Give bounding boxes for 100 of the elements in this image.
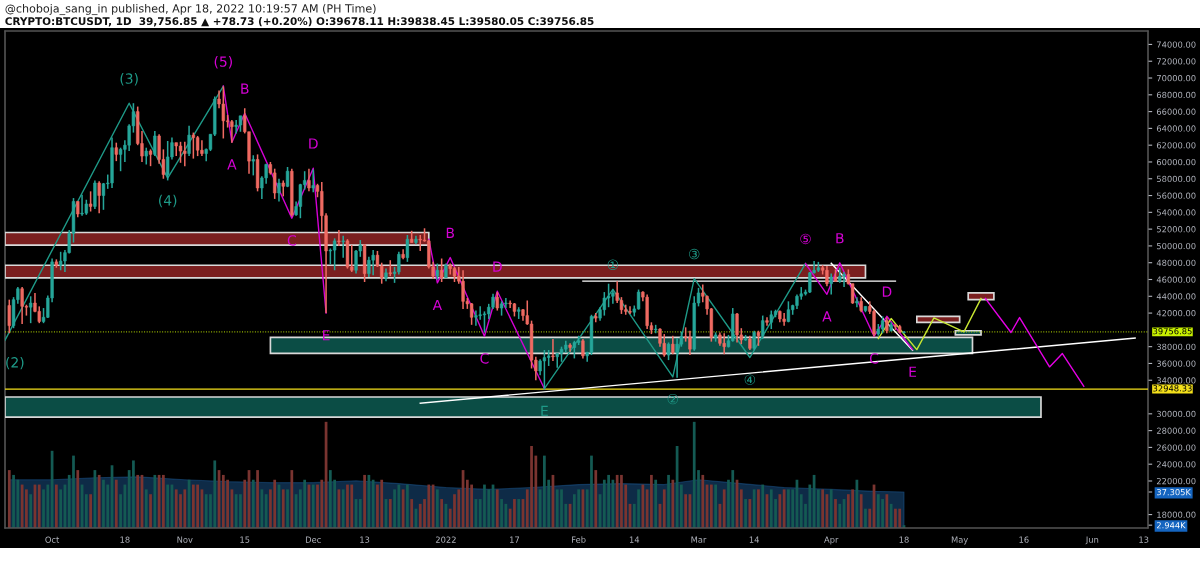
bar xyxy=(123,484,127,528)
bar xyxy=(620,474,623,528)
annotation: E xyxy=(541,405,548,416)
y-tick-label: 60000.00 xyxy=(1156,158,1196,166)
bar xyxy=(410,499,414,528)
bar xyxy=(838,503,842,528)
bar xyxy=(290,470,294,528)
line-series xyxy=(222,85,327,314)
bar xyxy=(106,484,110,528)
x-tick-label: 17 xyxy=(510,536,520,543)
candlestick xyxy=(93,179,97,210)
bar xyxy=(684,494,688,528)
bar xyxy=(513,499,516,528)
bar xyxy=(440,499,444,528)
bar xyxy=(817,489,820,528)
bar xyxy=(42,489,45,528)
bar xyxy=(876,494,880,528)
candlestick xyxy=(277,177,281,203)
bar xyxy=(602,479,606,528)
candlestick xyxy=(469,302,474,326)
y-tick-label: 70000.00 xyxy=(1157,74,1196,82)
y-tick-label: 54000.00 xyxy=(1156,209,1196,216)
chart-title: @choboja_sang_in published, Apr 18, 2022 10:19:57 AM (PH Time) xyxy=(5,4,376,16)
y-tick-label: 30000.00 xyxy=(1156,410,1196,418)
bar xyxy=(889,503,893,528)
bar xyxy=(76,470,80,528)
bar xyxy=(72,455,75,528)
bar xyxy=(243,479,247,528)
bar xyxy=(144,489,148,528)
bar xyxy=(885,494,889,528)
bar xyxy=(25,489,28,528)
y-tick-label: 64000.00 xyxy=(1156,125,1196,132)
x-tick-label: 14 xyxy=(749,536,759,543)
annotation: ⑤ xyxy=(800,233,811,245)
candlestick xyxy=(187,125,191,157)
candlestick xyxy=(474,309,478,327)
bar xyxy=(594,470,598,528)
bar xyxy=(320,479,324,528)
candlestick xyxy=(440,257,444,283)
y-tick-label: 58000.00 xyxy=(1156,175,1196,183)
bar xyxy=(709,484,713,528)
y-tick-label: 50000.00 xyxy=(1156,242,1196,250)
bar xyxy=(191,484,195,528)
bar xyxy=(868,508,872,528)
candlestick xyxy=(178,141,183,164)
bar xyxy=(316,484,319,528)
y-tick-label: 68000.00 xyxy=(1156,91,1196,99)
candlestick xyxy=(482,310,487,334)
bar xyxy=(615,474,619,528)
bar xyxy=(701,474,705,528)
candlestick xyxy=(636,288,641,311)
bar xyxy=(393,489,396,528)
bar xyxy=(153,474,157,528)
candlestick xyxy=(332,237,337,272)
x-tick-label: Nov xyxy=(177,536,193,543)
candlestick xyxy=(341,235,345,259)
annotation: B xyxy=(241,83,249,94)
bar xyxy=(898,508,902,528)
bar xyxy=(12,474,15,528)
bar xyxy=(350,484,354,528)
bar xyxy=(29,494,33,528)
annotation: ③ xyxy=(689,248,700,260)
y-tick-label: 42000.00 xyxy=(1156,310,1196,317)
candlestick xyxy=(688,329,692,356)
bar xyxy=(136,474,140,528)
candlestick xyxy=(153,130,157,157)
x-tick-label: Jun xyxy=(1085,536,1099,545)
candlestick xyxy=(114,141,118,162)
candlestick xyxy=(842,271,846,288)
bar xyxy=(530,445,533,528)
bar xyxy=(376,484,379,528)
bar xyxy=(761,484,765,528)
annotation: ① xyxy=(607,259,619,270)
bar xyxy=(388,499,392,528)
candlestick xyxy=(307,167,311,193)
annotation: A xyxy=(227,159,237,170)
bar xyxy=(667,474,670,528)
bar xyxy=(149,494,152,528)
candlestick xyxy=(735,312,739,344)
candlestick xyxy=(542,349,547,391)
x-tick-label: 13 xyxy=(1139,536,1149,543)
bar xyxy=(37,484,41,528)
bar xyxy=(662,489,666,528)
bar xyxy=(744,499,747,528)
bar xyxy=(303,479,307,528)
line-series xyxy=(5,85,225,341)
x-tick-label: Oct xyxy=(45,536,60,543)
bar xyxy=(84,494,88,528)
y2-tick-label: 2.944K xyxy=(1156,522,1186,529)
bar xyxy=(487,489,491,528)
bar xyxy=(59,489,63,528)
candlestick xyxy=(722,332,726,355)
bar xyxy=(769,489,773,528)
candlestick xyxy=(97,180,101,214)
y-tick-label: 22000.00 xyxy=(1156,477,1196,485)
bar xyxy=(555,489,559,528)
bar xyxy=(89,494,92,528)
bar xyxy=(821,489,825,528)
chart-subtitle: CRYPTO:BTCUSDT, 1D 39,756.85 ▲ +78.73 (+0.20%) O:39678.11 H:39838.45 L:39580.05 C:39756.85 xyxy=(5,17,594,27)
annotation: (3) xyxy=(120,73,138,86)
